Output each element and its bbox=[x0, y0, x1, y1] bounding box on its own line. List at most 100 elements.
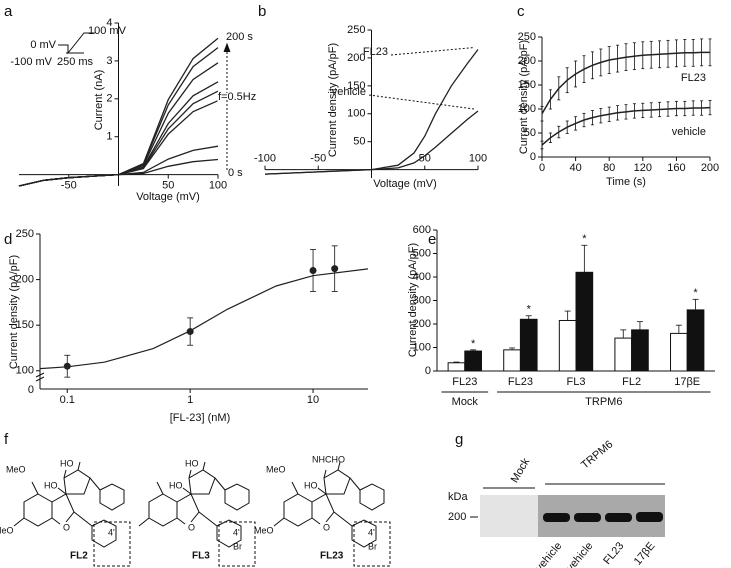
band bbox=[543, 513, 570, 522]
panel-f: f MeO HO HO MeO O 4' FL2 HO HO O 4' Br F… bbox=[0, 431, 391, 567]
x-tick-label: 40 bbox=[569, 162, 581, 174]
y-tick-label: 400 bbox=[413, 271, 431, 283]
atom-label: HO bbox=[304, 480, 318, 490]
bar bbox=[575, 271, 594, 372]
bar bbox=[447, 362, 466, 372]
x-tick-label: 10 bbox=[307, 394, 319, 406]
bar bbox=[464, 350, 482, 372]
x-axis-title: Voltage (mV) bbox=[136, 191, 200, 203]
bar bbox=[519, 318, 538, 372]
annotation: 0 s bbox=[228, 167, 243, 179]
annotation: 200 s bbox=[226, 31, 253, 43]
y-tick-label: 300 bbox=[413, 294, 431, 306]
bar bbox=[503, 349, 521, 372]
x-tick-label: FL23 bbox=[452, 376, 477, 388]
atom-label: NHCHO bbox=[312, 454, 345, 464]
compound-name: FL2 bbox=[70, 551, 88, 562]
trace bbox=[18, 158, 219, 187]
annotation: 0 mV bbox=[30, 39, 56, 51]
x-tick-label: 80 bbox=[603, 162, 615, 174]
compound-name: FL23 bbox=[320, 551, 344, 562]
annotation: 100 mV bbox=[88, 25, 127, 37]
y-tick-label: 0 bbox=[425, 365, 431, 377]
panel-label: c bbox=[517, 3, 525, 20]
x-tick-label: 120 bbox=[634, 162, 652, 174]
panel-label: f bbox=[4, 431, 9, 448]
mean-line bbox=[541, 106, 711, 146]
y-tick-label: 100 bbox=[347, 108, 365, 120]
unit-label: kDa bbox=[448, 491, 468, 503]
group-label: TRPM6 bbox=[579, 438, 615, 471]
series-label: vehicle bbox=[332, 86, 366, 98]
group-label: Mock bbox=[509, 456, 533, 485]
annotation: -100 mV bbox=[10, 56, 52, 68]
x-tick-label: 0 bbox=[539, 162, 545, 174]
y-tick-label: 150 bbox=[347, 80, 365, 92]
compound-name: FL3 bbox=[192, 551, 210, 562]
axis-break bbox=[35, 372, 45, 378]
atom-label: O bbox=[323, 522, 330, 532]
bar bbox=[686, 309, 705, 372]
point bbox=[63, 362, 71, 370]
atom-label: MeO bbox=[266, 464, 286, 474]
y-axis-title: Current (nA) bbox=[93, 70, 105, 131]
atom-label: HO bbox=[44, 480, 58, 490]
y-tick-label: 0 bbox=[530, 151, 536, 163]
x-tick-label: 17βE bbox=[674, 376, 700, 388]
panel-label: e bbox=[428, 231, 436, 248]
y-axis-title: Current density (pA/pF) bbox=[518, 40, 530, 154]
y-tick-label: 200 bbox=[16, 273, 34, 285]
x-axis-title: [FL-23] (nM) bbox=[170, 412, 231, 424]
atom-label: 4' bbox=[368, 527, 375, 537]
y-axis-title: Current density (pA/pF) bbox=[327, 43, 339, 157]
band bbox=[605, 513, 632, 522]
y-tick-label: 100 bbox=[16, 365, 34, 377]
y-axis-title: Current density (pA/pF) bbox=[8, 255, 20, 369]
point bbox=[331, 265, 339, 273]
y-axis-title: Current density (pA/pF) bbox=[407, 243, 419, 357]
atom-label: MeO bbox=[0, 525, 14, 535]
x-tick-label: -100 bbox=[254, 153, 276, 165]
y-tick-label: 250 bbox=[347, 24, 365, 36]
x-axis-title: Voltage (mV) bbox=[373, 178, 437, 190]
bar bbox=[558, 319, 577, 372]
atom-label: Br bbox=[368, 541, 377, 551]
group-label: TRPM6 bbox=[585, 396, 622, 408]
y-tick-label: 50 bbox=[524, 127, 536, 139]
panel-label: g bbox=[455, 431, 463, 448]
atom-label: HO bbox=[185, 458, 199, 468]
annotation: f=0.5Hz bbox=[218, 91, 256, 103]
lane-label: FL23 bbox=[601, 540, 626, 567]
y-tick-label: 200 bbox=[347, 52, 365, 64]
fit-curve bbox=[39, 268, 369, 370]
marker-label: 200 bbox=[448, 511, 466, 523]
atom-label: 4' bbox=[233, 527, 240, 537]
atom-label: MeO bbox=[254, 525, 274, 535]
significance: * bbox=[693, 287, 698, 299]
x-tick-label: 100 bbox=[469, 153, 487, 165]
y-tick-label: 250 bbox=[16, 228, 34, 240]
series-label: FL23 bbox=[363, 46, 388, 58]
label-arrow bbox=[368, 94, 475, 110]
significance: * bbox=[527, 304, 532, 316]
x-tick-label: FL3 bbox=[567, 376, 586, 388]
y-tick-label: 500 bbox=[413, 247, 431, 259]
lane-label: vehicle bbox=[533, 540, 564, 568]
y-tick-label: 1 bbox=[106, 131, 112, 143]
atom-label: HO bbox=[60, 458, 74, 468]
x-tick-label: 160 bbox=[667, 162, 685, 174]
y-tick-label: 100 bbox=[413, 341, 431, 353]
bar bbox=[614, 337, 633, 372]
point bbox=[309, 266, 317, 274]
y-tick-label: 100 bbox=[518, 103, 536, 115]
panel-label: d bbox=[4, 231, 12, 248]
arrow-head bbox=[223, 42, 231, 53]
y-tick-label: 250 bbox=[518, 31, 536, 43]
y-tick-label: 150 bbox=[518, 79, 536, 91]
label-arrow bbox=[390, 47, 475, 56]
y-tick-label: 150 bbox=[16, 319, 34, 331]
series-label: FL23 bbox=[681, 72, 706, 84]
trace bbox=[264, 110, 479, 175]
y-tick-label: 3 bbox=[106, 55, 112, 67]
